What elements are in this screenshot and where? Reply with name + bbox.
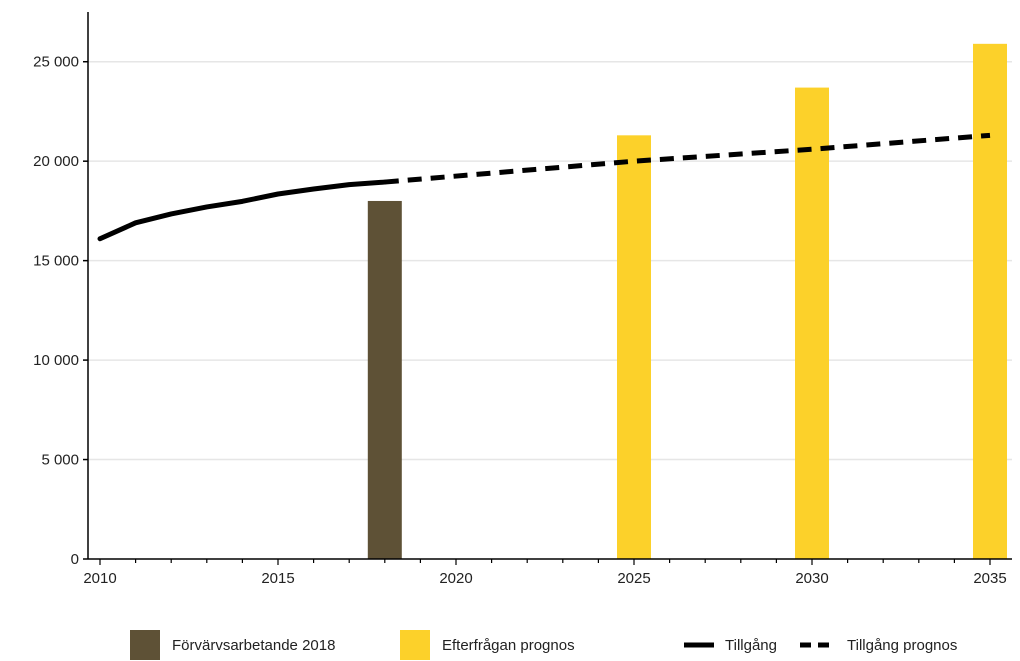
bars	[367, 43, 1007, 560]
bar-2030	[795, 87, 829, 560]
lines	[97, 132, 991, 242]
legend-1-swatch	[400, 630, 430, 660]
legend-0-swatch	[130, 630, 160, 660]
x-tick-label-2030: 2030	[795, 570, 828, 587]
y-tick-label-0: 0	[71, 551, 79, 568]
axes	[87, 12, 1012, 560]
y-tick-label-1: 5 000	[41, 452, 79, 469]
series-line-tillgang-prognos	[384, 132, 991, 185]
x-tick-label-2035: 2035	[973, 570, 1006, 587]
series-line-tillgang	[97, 179, 388, 242]
legend: Förvärvsarbetande 2018 Efterfrågan progno…	[130, 630, 957, 660]
y-tick-label-3: 15 000	[33, 253, 79, 270]
legend-0-label: Förvärvsarbetande 2018	[172, 637, 335, 654]
x-tick-label-2020: 2020	[439, 570, 472, 587]
bar-2018	[367, 200, 402, 560]
bar-2025	[617, 135, 651, 559]
y-tick-label-2: 10 000	[33, 352, 79, 369]
legend-2-label: Tillgång	[725, 637, 777, 654]
bar-2035	[973, 43, 1007, 560]
x-tick-label-2025: 2025	[617, 570, 650, 587]
x-tick-label-2015: 2015	[261, 570, 294, 587]
y-tick-label-4: 20 000	[33, 153, 79, 170]
y-tick-label-5: 25 000	[33, 54, 79, 71]
gridlines	[88, 60, 1012, 461]
legend-3-label: Tillgång prognos	[847, 637, 957, 654]
legend-1-label: Efterfrågan prognos	[442, 637, 575, 654]
x-tick-label-2010: 2010	[83, 570, 116, 587]
tick-labels: 0 5 000 10 000 15 000 20 000 25 000 2010 2015 20…	[33, 54, 1007, 587]
